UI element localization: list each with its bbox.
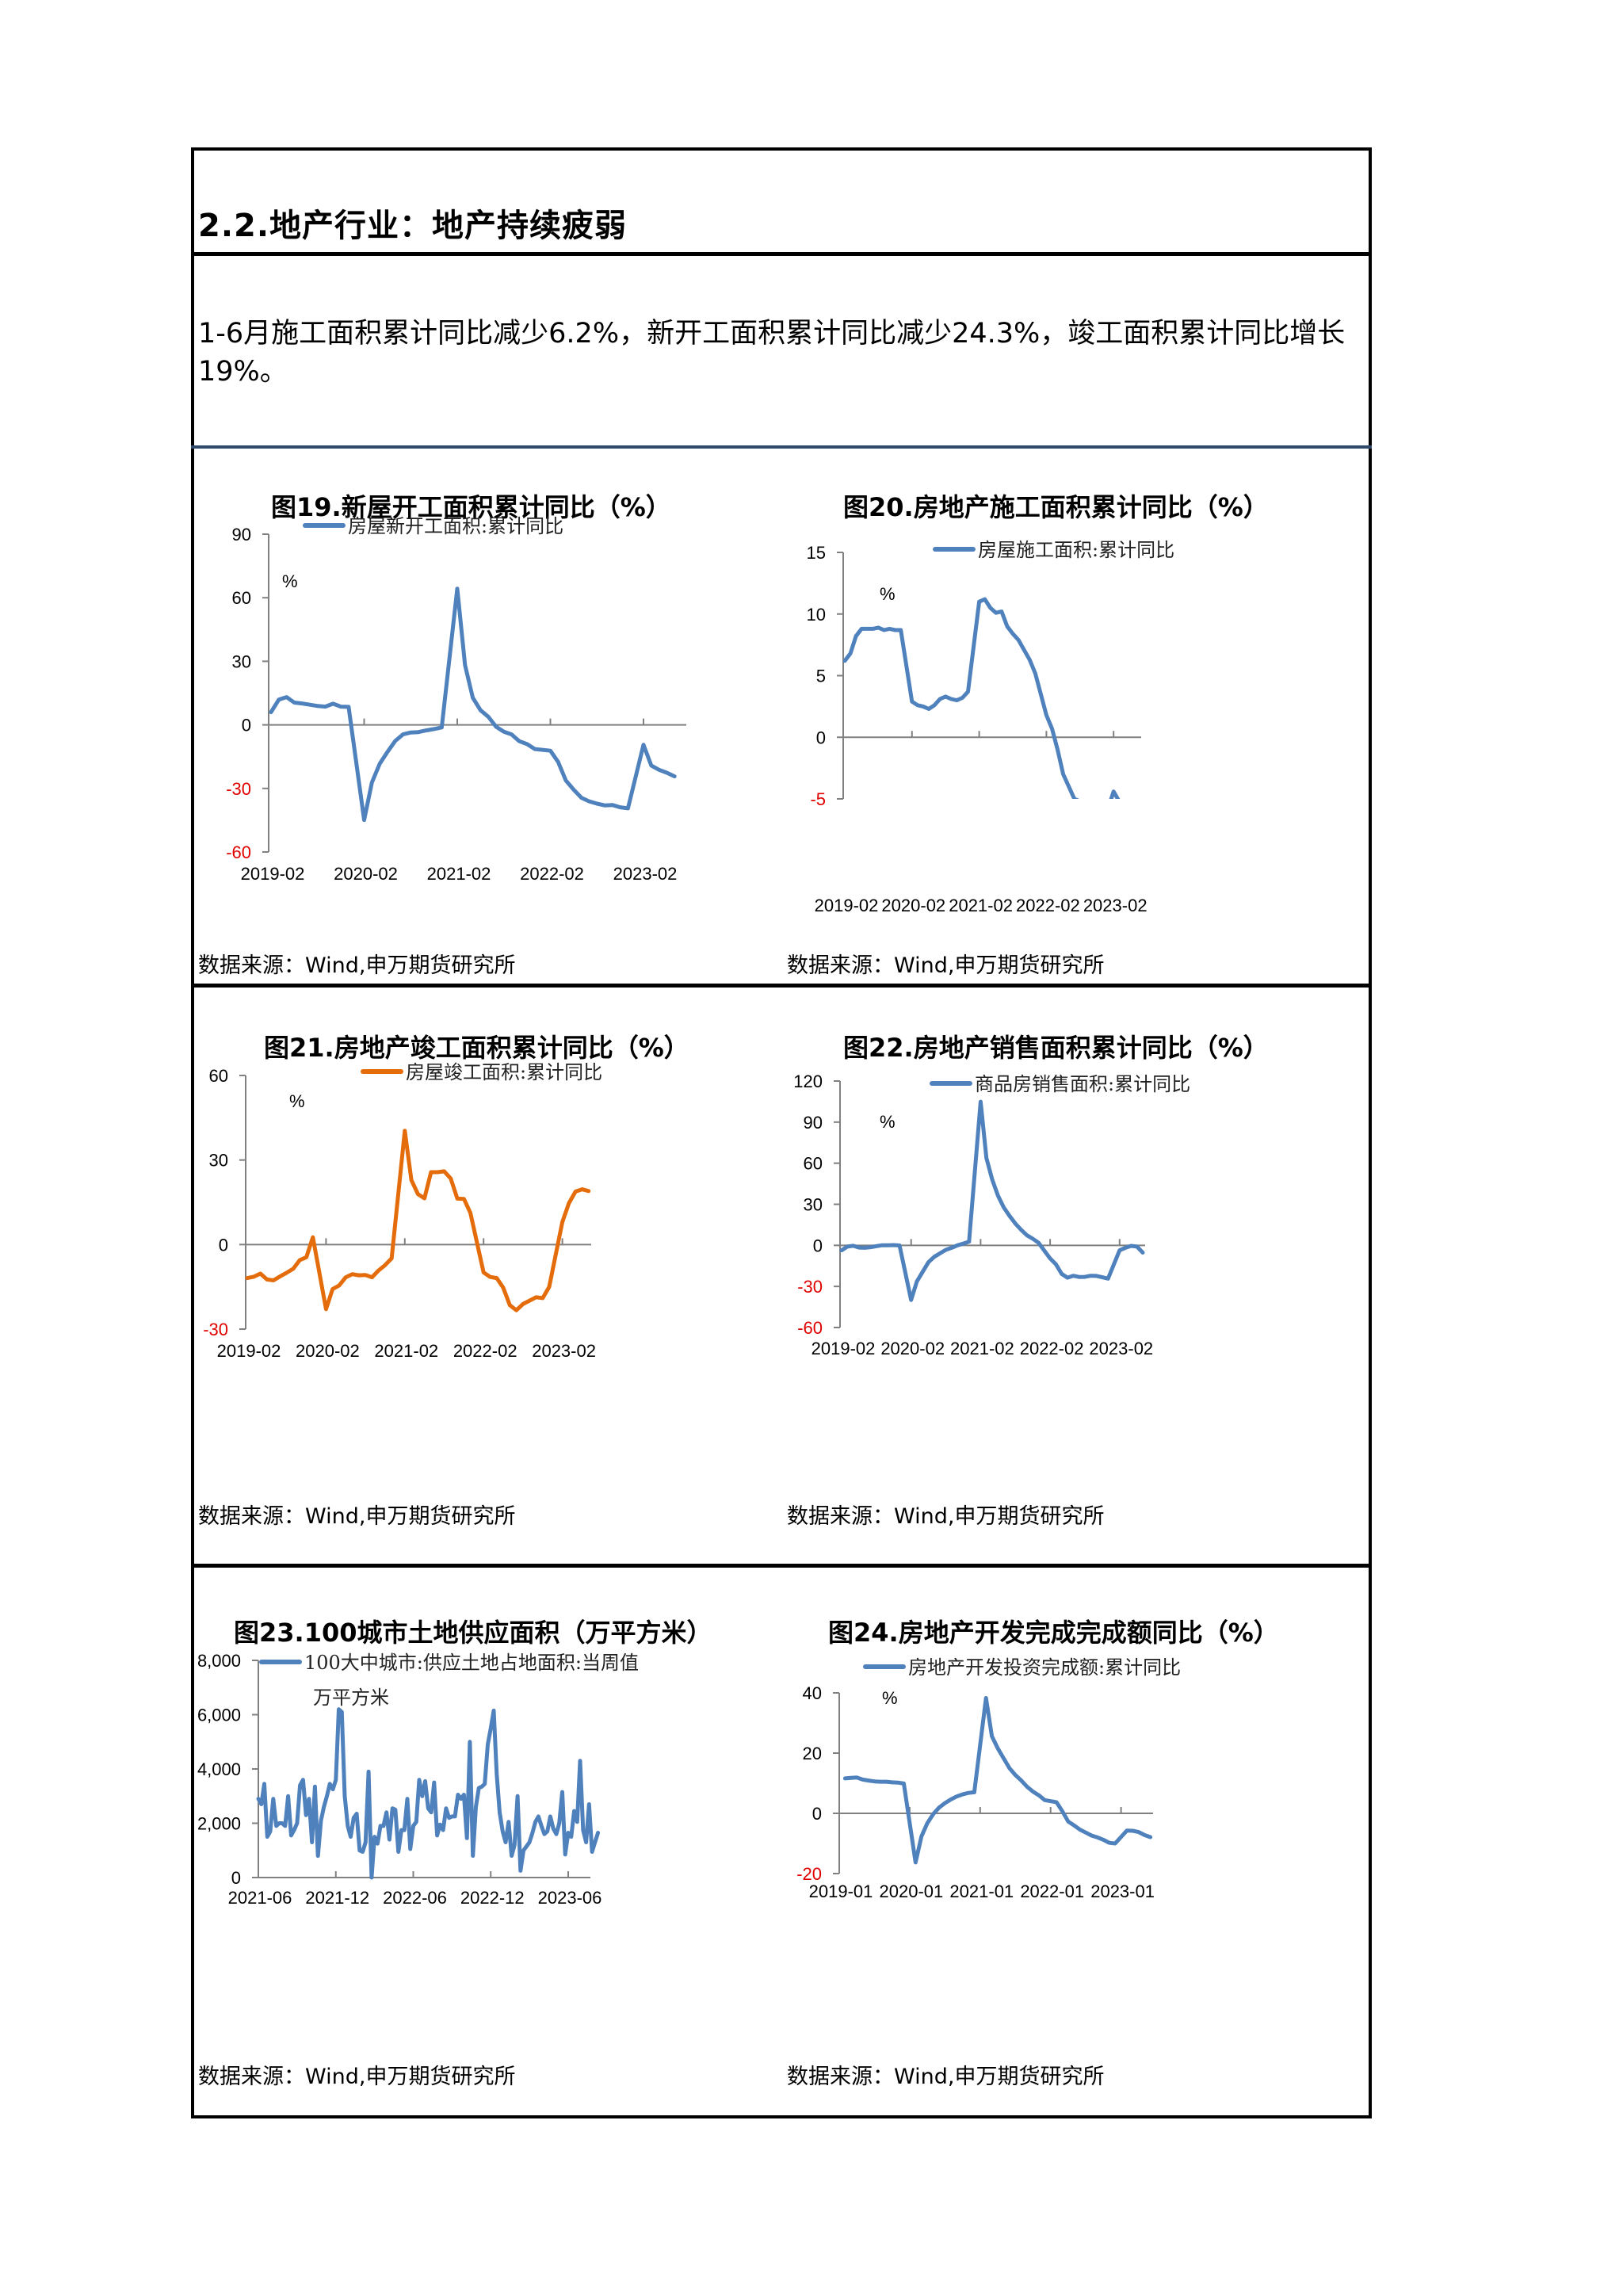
svg-text:-5: -5 [810,789,826,809]
source-fig23: 数据来源：Wind,申万期货研究所 [198,2065,516,2089]
chart-title-fig21: 图21.房地产竣工面积累计同比（%） [264,1033,689,1063]
svg-text:2019-02: 2019-02 [812,1339,876,1358]
svg-text:房地产开发投资完成额:累计同比: 房地产开发投资完成额:累计同比 [908,1656,1181,1679]
svg-text:2023-06: 2023-06 [538,1888,602,1908]
divider-row2 [191,1564,1372,1568]
svg-text:房屋施工面积:累计同比: 房屋施工面积:累计同比 [978,539,1174,561]
svg-text:%: % [882,1688,898,1708]
svg-text:2019-02: 2019-02 [217,1341,281,1361]
svg-text:2022-02: 2022-02 [453,1341,517,1361]
summary-text: 1-6月施工面积累计同比减少6.2%，新开工面积累计同比减少24.3%，竣工面积… [198,318,1346,388]
svg-text:90: 90 [232,525,251,544]
svg-text:0: 0 [231,1868,241,1888]
svg-text:2019-01: 2019-01 [809,1881,873,1901]
svg-text:2019-02: 2019-02 [241,864,305,884]
svg-text:房屋竣工面积:累计同比: 房屋竣工面积:累计同比 [406,1061,602,1083]
svg-text:60: 60 [209,1066,228,1086]
source-fig20: 数据来源：Wind,申万期货研究所 [787,953,1105,978]
divider-title [191,252,1372,256]
svg-text:-60: -60 [797,1318,823,1338]
svg-text:2022-02: 2022-02 [1020,1339,1084,1358]
svg-text:-30: -30 [797,1277,823,1297]
svg-text:120: 120 [793,1072,823,1091]
svg-text:2,000: 2,000 [197,1814,241,1834]
section-title: 2.2.地产行业：地产持续疲弱 [198,208,628,244]
svg-text:30: 30 [804,1195,823,1215]
svg-text:2021-01: 2021-01 [949,1881,1014,1901]
svg-text:6,000: 6,000 [197,1706,241,1725]
svg-text:2021-12: 2021-12 [305,1888,369,1908]
svg-text:0: 0 [816,728,826,747]
svg-text:8,000: 8,000 [197,1651,241,1671]
svg-text:2022-02: 2022-02 [1016,896,1080,915]
svg-text:2023-02: 2023-02 [1083,896,1148,915]
svg-text:%: % [282,571,298,591]
svg-text:90: 90 [804,1113,823,1133]
divider-row1 [191,984,1372,988]
source-fig22: 数据来源：Wind,申万期货研究所 [787,1504,1105,1529]
chart-title-fig20: 图20.房地产施工面积累计同比（%） [843,492,1269,522]
svg-text:30: 30 [232,651,251,671]
svg-text:60: 60 [804,1154,823,1174]
svg-text:0: 0 [219,1235,228,1255]
svg-text:30: 30 [209,1151,228,1171]
svg-text:2022-02: 2022-02 [520,864,584,884]
svg-text:0: 0 [813,1236,823,1255]
chart-title-fig22: 图22.房地产销售面积累计同比（%） [843,1033,1269,1063]
svg-text:0: 0 [812,1804,822,1824]
svg-text:2020-02: 2020-02 [881,896,945,915]
source-fig21: 数据来源：Wind,申万期货研究所 [198,1504,516,1529]
svg-text:2023-01: 2023-01 [1090,1881,1155,1901]
svg-text:2022-06: 2022-06 [383,1888,447,1908]
svg-text:-30: -30 [203,1320,228,1339]
divider-summary [191,445,1372,449]
svg-text:2021-06: 2021-06 [228,1888,292,1908]
svg-text:%: % [880,1112,896,1132]
svg-text:商品房销售面积:累计同比: 商品房销售面积:累计同比 [975,1073,1190,1095]
svg-text:20: 20 [803,1744,822,1763]
svg-text:2021-02: 2021-02 [374,1341,438,1361]
svg-text:0: 0 [242,716,251,735]
svg-text:万平方米: 万平方米 [313,1687,389,1709]
source-fig19: 数据来源：Wind,申万期货研究所 [198,953,516,978]
svg-text:2021-02: 2021-02 [950,1339,1014,1358]
svg-text:2022-12: 2022-12 [460,1888,525,1908]
chart-title-fig23: 图23.100城市土地供应面积（万平方米） [234,1618,712,1648]
svg-text:60: 60 [232,588,251,608]
svg-text:2020-01: 2020-01 [880,1881,944,1901]
svg-text:2020-02: 2020-02 [296,1341,360,1361]
svg-text:5: 5 [816,667,826,686]
svg-text:15: 15 [807,543,826,563]
svg-text:2021-02: 2021-02 [427,864,491,884]
svg-text:2020-02: 2020-02 [880,1339,945,1358]
svg-text:2020-02: 2020-02 [334,864,398,884]
svg-text:4,000: 4,000 [197,1759,241,1779]
svg-text:%: % [880,584,896,604]
svg-text:-30: -30 [226,779,251,799]
svg-text:-60: -60 [226,842,251,862]
svg-text:2021-02: 2021-02 [949,896,1013,915]
svg-text:2023-02: 2023-02 [613,864,678,884]
svg-text:100大中城市:供应土地占地面积:当周值: 100大中城市:供应土地占地面积:当周值 [304,1652,639,1674]
svg-text:-20: -20 [796,1864,822,1884]
svg-text:房屋新开工面积:累计同比: 房屋新开工面积:累计同比 [348,515,563,537]
source-fig24: 数据来源：Wind,申万期货研究所 [787,2065,1105,2089]
chart-title-fig24: 图24.房地产开发完成完成额同比（%） [828,1618,1279,1648]
report-frame [191,147,1372,2118]
svg-text:40: 40 [803,1683,822,1703]
svg-text:2023-02: 2023-02 [1089,1339,1153,1358]
svg-text:10: 10 [807,605,826,625]
svg-text:%: % [289,1091,305,1111]
svg-text:2019-02: 2019-02 [815,896,879,915]
svg-text:2022-01: 2022-01 [1020,1881,1084,1901]
svg-text:2023-02: 2023-02 [532,1341,596,1361]
chart-title-fig19: 图19.新屋开工面积累计同比（%） [271,492,671,522]
